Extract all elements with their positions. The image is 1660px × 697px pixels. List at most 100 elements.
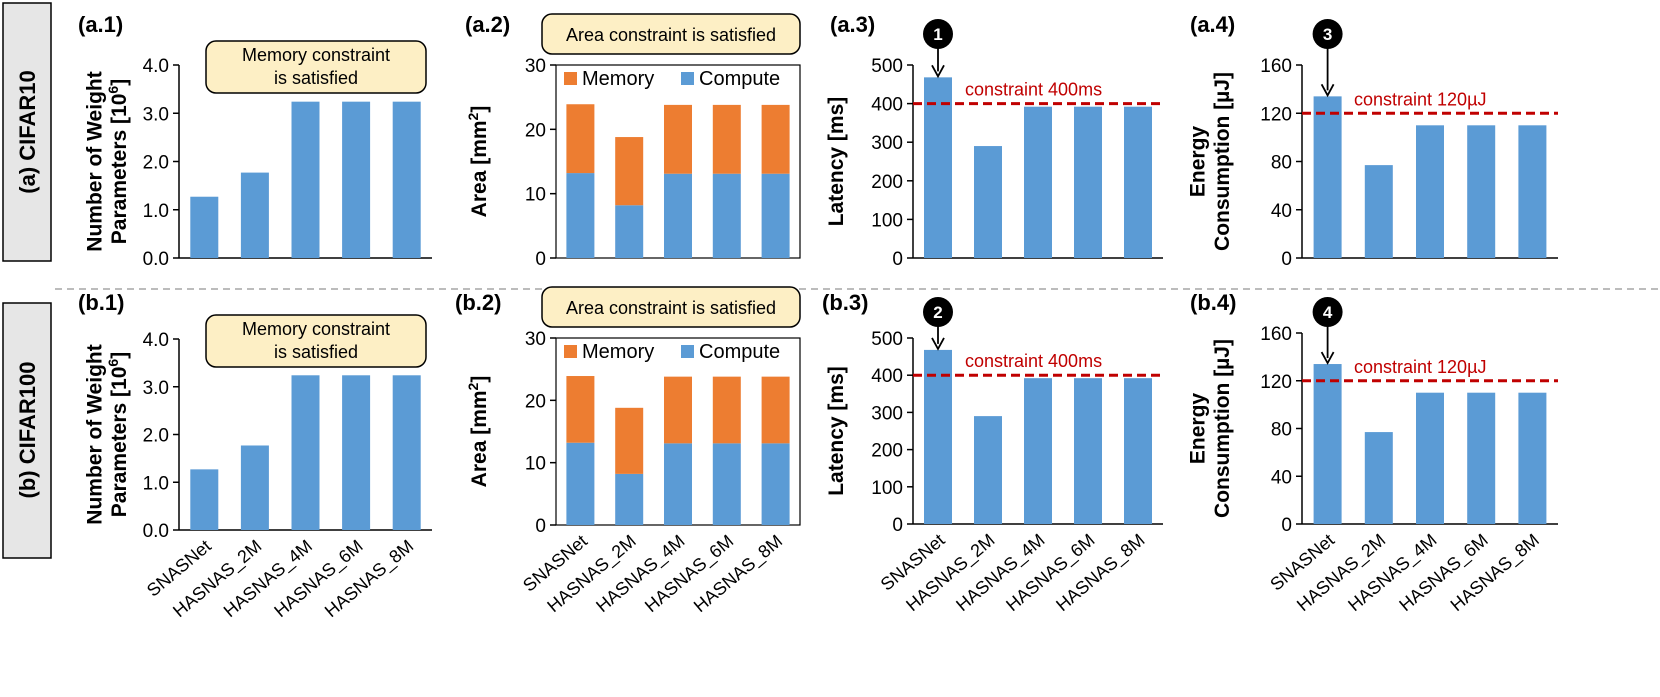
bar-HASNAS_6M <box>342 101 371 258</box>
bar-HASNAS_8M <box>1124 378 1152 524</box>
y-tick-label: 3.0 <box>143 104 169 125</box>
y-tick-label: 0.0 <box>143 521 169 542</box>
callout-line-1: Memory constraint <box>242 319 390 339</box>
bar-HASNAS_2M <box>1364 432 1393 524</box>
marker-number-b3: 2 <box>933 303 942 322</box>
callout-box-a1 <box>205 40 427 94</box>
chart-panels: (a.1) Number of WeightParameters [106] 0.0… <box>78 12 1558 622</box>
callout-line-2: is satisfied <box>274 68 358 88</box>
marker-number-b4: 4 <box>1323 303 1333 322</box>
y-tick-label: 1.0 <box>143 201 169 222</box>
y-tick-label: 10 <box>525 454 546 475</box>
y-tick-label: 4.0 <box>143 330 169 351</box>
y-axis-label-superscript: 6 <box>105 86 121 94</box>
y-tick-label: 300 <box>871 403 903 424</box>
y-tick-label: 10 <box>525 185 546 206</box>
y-tick-label: 80 <box>1271 420 1292 441</box>
legend-a2: Memory Compute <box>564 68 780 90</box>
y-axis-label-line-2: Parameters [10 <box>108 94 131 245</box>
marker-number-a4: 3 <box>1323 25 1332 44</box>
marker-arrowhead-b3 <box>931 337 945 351</box>
y-tick-label: 160 <box>1260 56 1292 77</box>
marker-arrowhead-b4 <box>1320 351 1335 365</box>
y-axis-label-line: Latency [ms] <box>825 97 848 227</box>
y-axis-label-line-2: Consumption [µJ] <box>1211 339 1234 518</box>
legend-label-memory: Memory <box>582 68 654 90</box>
panel-b4: (b.4) EnergyConsumption [µJ] 0 40 80 120 160 co… <box>1187 290 1558 616</box>
bar-HASNAS_4M <box>1024 106 1052 258</box>
bar-compute-HASNAS_4M <box>664 443 692 525</box>
y-tick-label: 80 <box>1271 153 1292 174</box>
y-tick-label: 300 <box>871 133 903 154</box>
bar-HASNAS_8M <box>1518 392 1547 524</box>
y-tick-label: 0 <box>535 249 546 270</box>
marker-circle-b3 <box>923 297 953 327</box>
y-axis-label-superscript: 6 <box>105 359 121 367</box>
callout-box-b1 <box>205 314 427 368</box>
panel-b3: (b.3) Latency [ms] 0 100 200 300 400 500 constra… <box>822 290 1163 616</box>
y-tick-label: 120 <box>1260 104 1292 125</box>
bar-compute-HASNAS_8M <box>761 173 790 258</box>
y-tick-label: 1.0 <box>143 473 169 494</box>
y-tick-label: 0.0 <box>143 249 169 270</box>
y-axis-label-part: ] <box>468 106 491 113</box>
marker-arrowhead-a4 <box>1320 83 1335 98</box>
y-tick-label: 3.0 <box>143 378 169 399</box>
y-tick-label: 0 <box>1281 249 1292 270</box>
bar-HASNAS_4M <box>1024 378 1052 524</box>
bar-HASNAS_8M <box>392 101 421 258</box>
panel-id-a1: (a.1) <box>78 12 123 37</box>
marker-circle-a3 <box>923 19 953 49</box>
bar-SNASNet <box>1313 96 1342 258</box>
y-tick-label: 2.0 <box>143 426 169 447</box>
panel-id-b2: (b.2) <box>455 290 501 315</box>
panel-id-b1: (b.1) <box>78 290 124 315</box>
y-axis-label-line-1: Energy <box>1187 393 1210 465</box>
panel-id-a3: (a.3) <box>830 12 875 37</box>
legend-swatch-compute <box>681 345 694 358</box>
bar-HASNAS_8M <box>1518 125 1547 258</box>
panel-id-a2: (a.2) <box>465 12 510 37</box>
bar-memory-SNASNet <box>566 104 595 174</box>
legend-swatch-memory <box>564 345 577 358</box>
legend-b2: Memory Compute <box>564 341 780 363</box>
y-axis-label-superscript: 2 <box>465 382 481 390</box>
legend-label-compute: Compute <box>699 68 780 90</box>
legend-label-memory: Memory <box>582 341 654 363</box>
legend-swatch-memory <box>564 72 577 85</box>
callout-line-1: Memory constraint <box>242 45 390 65</box>
x-tick-label: HASNAS_8M <box>1447 530 1544 616</box>
bar-HASNAS_2M <box>240 172 269 258</box>
callout-line-1: Area constraint is satisfied <box>566 25 776 45</box>
y-axis-label-a2: Area [mm2] <box>465 106 491 218</box>
bar-memory-HASNAS_4M <box>664 376 692 444</box>
bar-HASNAS_6M <box>1074 106 1102 258</box>
callout-box-a2 <box>541 13 801 55</box>
bar-compute-HASNAS_6M <box>712 173 741 258</box>
y-tick-label: 200 <box>871 172 903 193</box>
marker-circle-b4 <box>1312 297 1343 327</box>
y-axis-label-line: Latency [ms] <box>825 366 848 496</box>
bar-memory-HASNAS_8M <box>761 376 790 444</box>
constraint-label-a4: constraint 120µJ <box>1354 89 1486 109</box>
row-label-b: (b) CIFAR100 <box>2 302 52 559</box>
bar-SNASNet <box>924 77 952 259</box>
y-tick-label: 40 <box>1271 467 1292 488</box>
bar-compute-HASNAS_2M <box>615 205 644 258</box>
y-tick-label: 500 <box>871 329 903 350</box>
panel-id-b3: (b.3) <box>822 290 868 315</box>
legend-swatch-compute <box>681 72 694 85</box>
bar-memory-HASNAS_6M <box>712 376 741 444</box>
bar-memory-SNASNet <box>566 376 595 443</box>
y-tick-label: 0 <box>892 249 903 270</box>
row-label-b-box <box>2 302 52 559</box>
y-axis-label-b1: Number of WeightParameters [106] <box>84 344 131 524</box>
y-tick-label: 4.0 <box>143 56 169 77</box>
y-tick-label: 30 <box>525 329 546 350</box>
legend-label-compute: Compute <box>699 341 780 363</box>
y-axis-label-b2: Area [mm2] <box>465 376 491 488</box>
y-tick-label: 20 <box>525 391 546 412</box>
bar-compute-SNASNet <box>566 173 595 258</box>
bar-HASNAS_6M <box>1467 392 1496 524</box>
